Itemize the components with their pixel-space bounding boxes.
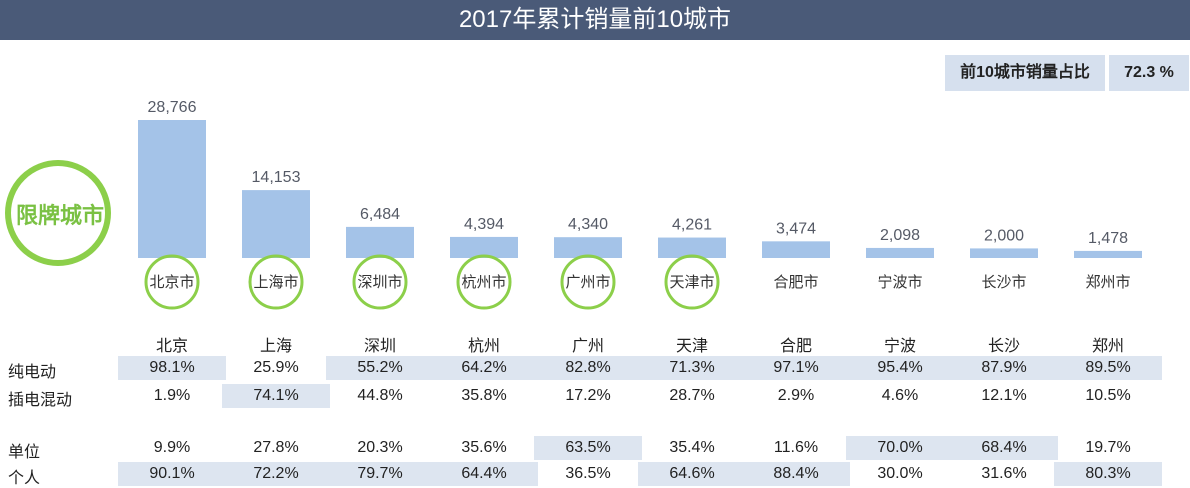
table-cell-0-1: 25.9% bbox=[253, 359, 299, 376]
table-cell-2-9: 19.7% bbox=[1085, 439, 1131, 456]
table-cell-0-8: 87.9% bbox=[950, 356, 1058, 380]
table-cell-3-2: 79.7% bbox=[326, 462, 434, 486]
bar-value-label-1: 14,153 bbox=[252, 169, 301, 186]
sales-bar-chart: 28,766 北京市 14,153 上海市 6,484 深圳市 4,394 杭州市 4,340 广… bbox=[138, 99, 1142, 310]
table-cell-0-2: 55.2% bbox=[326, 356, 434, 380]
restricted-ring-icon-1 bbox=[248, 254, 304, 310]
table-row-label-3: 个人 bbox=[8, 470, 41, 487]
category-label-6: 合肥市 bbox=[773, 274, 818, 291]
restricted-ring-icon-4 bbox=[560, 254, 616, 310]
table-cell-2-0: 9.9% bbox=[153, 439, 191, 456]
table-cell-0-5: 71.3% bbox=[638, 356, 746, 380]
table-cell-1-7: 4.6% bbox=[881, 387, 919, 404]
restricted-city-badge-label: 限牌城市 bbox=[15, 203, 104, 228]
bar-7 bbox=[866, 247, 934, 258]
table-cell-3-6: 88.4% bbox=[742, 462, 850, 486]
bar-4 bbox=[554, 237, 622, 258]
category-label-8: 长沙市 bbox=[981, 274, 1026, 291]
table-cell-0-4: 82.8% bbox=[534, 356, 642, 380]
table-row-label-0: 纯电动 bbox=[8, 364, 57, 381]
restricted-city-badge-icon bbox=[5, 160, 111, 266]
table-cell-2-6: 11.6% bbox=[773, 439, 819, 456]
table-cell-0-9: 89.5% bbox=[1054, 356, 1162, 380]
bar-5 bbox=[658, 237, 726, 258]
table-cell-1-6: 2.9% bbox=[777, 387, 815, 404]
table-cell-2-7: 70.0% bbox=[846, 436, 954, 460]
table-cell-0-3: 64.2% bbox=[430, 356, 538, 380]
restricted-ring-icon-3 bbox=[456, 254, 512, 310]
restricted-ring-icon-5 bbox=[664, 254, 720, 310]
bar-8 bbox=[970, 248, 1038, 258]
bar-1 bbox=[242, 190, 310, 258]
table-cell-1-9: 10.5% bbox=[1085, 387, 1131, 404]
bar-value-label-6: 3,474 bbox=[776, 220, 816, 237]
table-cell-2-3: 35.6% bbox=[461, 439, 507, 456]
bar-value-label-4: 4,340 bbox=[568, 216, 608, 233]
table-col-header-5: 天津 bbox=[675, 338, 708, 355]
bar-value-label-7: 2,098 bbox=[880, 227, 920, 244]
table-col-header-1: 上海 bbox=[259, 338, 292, 355]
table-col-header-3: 杭州 bbox=[467, 338, 500, 355]
table-cell-2-8: 68.4% bbox=[950, 436, 1058, 460]
bar-value-label-8: 2,000 bbox=[984, 227, 1024, 244]
table-cell-2-2: 20.3% bbox=[357, 439, 403, 456]
bar-value-label-0: 28,766 bbox=[148, 99, 197, 116]
category-label-0: 北京市 bbox=[149, 274, 194, 291]
bar-value-label-5: 4,261 bbox=[672, 217, 712, 234]
bar-3 bbox=[450, 236, 518, 258]
bar-value-label-2: 6,484 bbox=[360, 206, 400, 223]
category-label-2: 深圳市 bbox=[357, 274, 402, 291]
table-cell-3-9: 80.3% bbox=[1054, 462, 1162, 486]
table-cell-3-1: 72.2% bbox=[222, 462, 330, 486]
category-label-3: 杭州市 bbox=[461, 274, 506, 291]
table-cell-3-3: 64.4% bbox=[430, 462, 538, 486]
table-row-label-2: 单位 bbox=[8, 444, 41, 461]
bar-6 bbox=[762, 241, 830, 258]
table-cell-2-5: 35.4% bbox=[669, 439, 715, 456]
bar-2 bbox=[346, 226, 414, 258]
table-col-header-2: 深圳 bbox=[363, 338, 396, 355]
table-cell-1-5: 28.7% bbox=[669, 387, 715, 404]
table-cell-3-0: 90.1% bbox=[118, 462, 226, 486]
category-label-9: 郑州市 bbox=[1085, 274, 1130, 291]
restricted-ring-icon-2 bbox=[352, 254, 408, 310]
top10-share-value: 72.3 % bbox=[1109, 55, 1189, 91]
category-label-7: 宁波市 bbox=[877, 274, 922, 291]
table-cell-1-3: 35.8% bbox=[461, 387, 507, 404]
table-cell-1-1: 74.1% bbox=[222, 384, 330, 408]
table-row-label-1: 插电混动 bbox=[8, 392, 73, 409]
category-label-1: 上海市 bbox=[253, 274, 298, 291]
bar-9 bbox=[1074, 250, 1142, 258]
page-title: 2017年累计销量前10城市 bbox=[0, 0, 1190, 40]
table-cell-2-4: 63.5% bbox=[534, 436, 642, 460]
table-cell-0-0: 98.1% bbox=[118, 356, 226, 380]
top10-share-label: 前10城市销量占比 bbox=[945, 55, 1105, 91]
bar-value-label-3: 4,394 bbox=[464, 216, 504, 233]
category-label-4: 广州市 bbox=[565, 274, 610, 291]
table-col-header-8: 长沙 bbox=[987, 338, 1020, 355]
table-cell-0-6: 97.1% bbox=[742, 356, 850, 380]
category-label-5: 天津市 bbox=[669, 274, 714, 291]
table-cell-3-8: 31.6% bbox=[981, 465, 1027, 482]
table-cell-1-8: 12.1% bbox=[981, 387, 1027, 404]
table-col-header-6: 合肥 bbox=[779, 338, 812, 355]
table-cell-3-4: 36.5% bbox=[565, 465, 611, 482]
table-cell-0-7: 95.4% bbox=[846, 356, 954, 380]
table-col-header-0: 北京 bbox=[155, 338, 188, 355]
bar-value-label-9: 1,478 bbox=[1088, 230, 1128, 247]
table-cell-1-0: 1.9% bbox=[153, 387, 191, 404]
bar-0 bbox=[138, 120, 206, 258]
restricted-ring-icon-0 bbox=[144, 254, 200, 310]
table-cell-1-2: 44.8% bbox=[357, 387, 403, 404]
table-cell-2-1: 27.8% bbox=[253, 439, 299, 456]
table-cell-3-5: 64.6% bbox=[638, 462, 746, 486]
table-cell-1-4: 17.2% bbox=[565, 387, 611, 404]
table-col-header-4: 广州 bbox=[571, 338, 604, 355]
table-col-header-7: 宁波 bbox=[883, 338, 916, 355]
table-cell-3-7: 30.0% bbox=[877, 465, 923, 482]
table-col-header-9: 郑州 bbox=[1091, 338, 1124, 355]
